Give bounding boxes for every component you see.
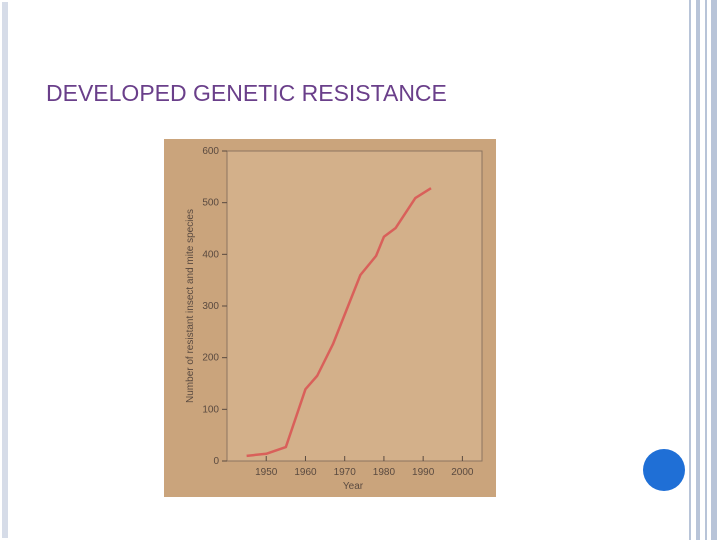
x-tick-label: 2000 (451, 467, 474, 478)
x-tick-label: 1950 (255, 467, 278, 478)
x-tick-label: 1970 (334, 467, 357, 478)
x-axis-label: Year (343, 481, 364, 492)
y-tick-label: 200 (202, 353, 219, 364)
y-tick-label: 400 (202, 249, 219, 260)
y-tick-label: 100 (202, 404, 219, 415)
slide-title: DEVELOPED GENETIC RESISTANCE (46, 80, 447, 106)
y-tick-label: 500 (202, 198, 219, 209)
y-tick-label: 300 (202, 301, 219, 312)
x-tick-label: 1960 (294, 467, 317, 478)
plot-area (226, 150, 483, 462)
x-tick-label: 1990 (412, 467, 435, 478)
y-tick-label: 0 (213, 456, 219, 467)
data-line (246, 187, 432, 458)
x-tick-label: 1980 (373, 467, 396, 478)
left-border (2, 2, 8, 538)
y-axis-label: Number of resistant insect and mite spec… (185, 209, 196, 403)
decor-circle (643, 449, 685, 491)
y-tick-label: 600 (202, 146, 219, 157)
